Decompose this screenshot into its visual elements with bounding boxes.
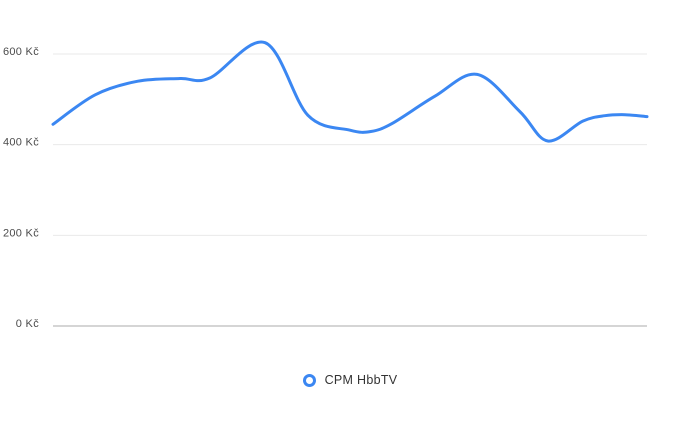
y-tick-label-200: 200 Kč [3, 227, 39, 239]
series-line-cpm-hbbtv [51, 40, 649, 143]
legend-label: CPM HbbTV [324, 373, 398, 387]
legend-ring-icon [302, 373, 316, 387]
y-tick-label-600: 600 Kč [3, 46, 39, 58]
y-tick-label-400: 400 Kč [3, 137, 39, 149]
gridlines [53, 53, 647, 327]
legend: CPM HbbTV [0, 373, 700, 387]
y-tick-label-0: 0 Kč [16, 318, 39, 330]
y-axis-labels: 0 Kč 200 Kč 400 Kč 600 Kč [3, 46, 39, 330]
legend-item-cpm-hbbtv[interactable]: CPM HbbTV [302, 373, 398, 387]
